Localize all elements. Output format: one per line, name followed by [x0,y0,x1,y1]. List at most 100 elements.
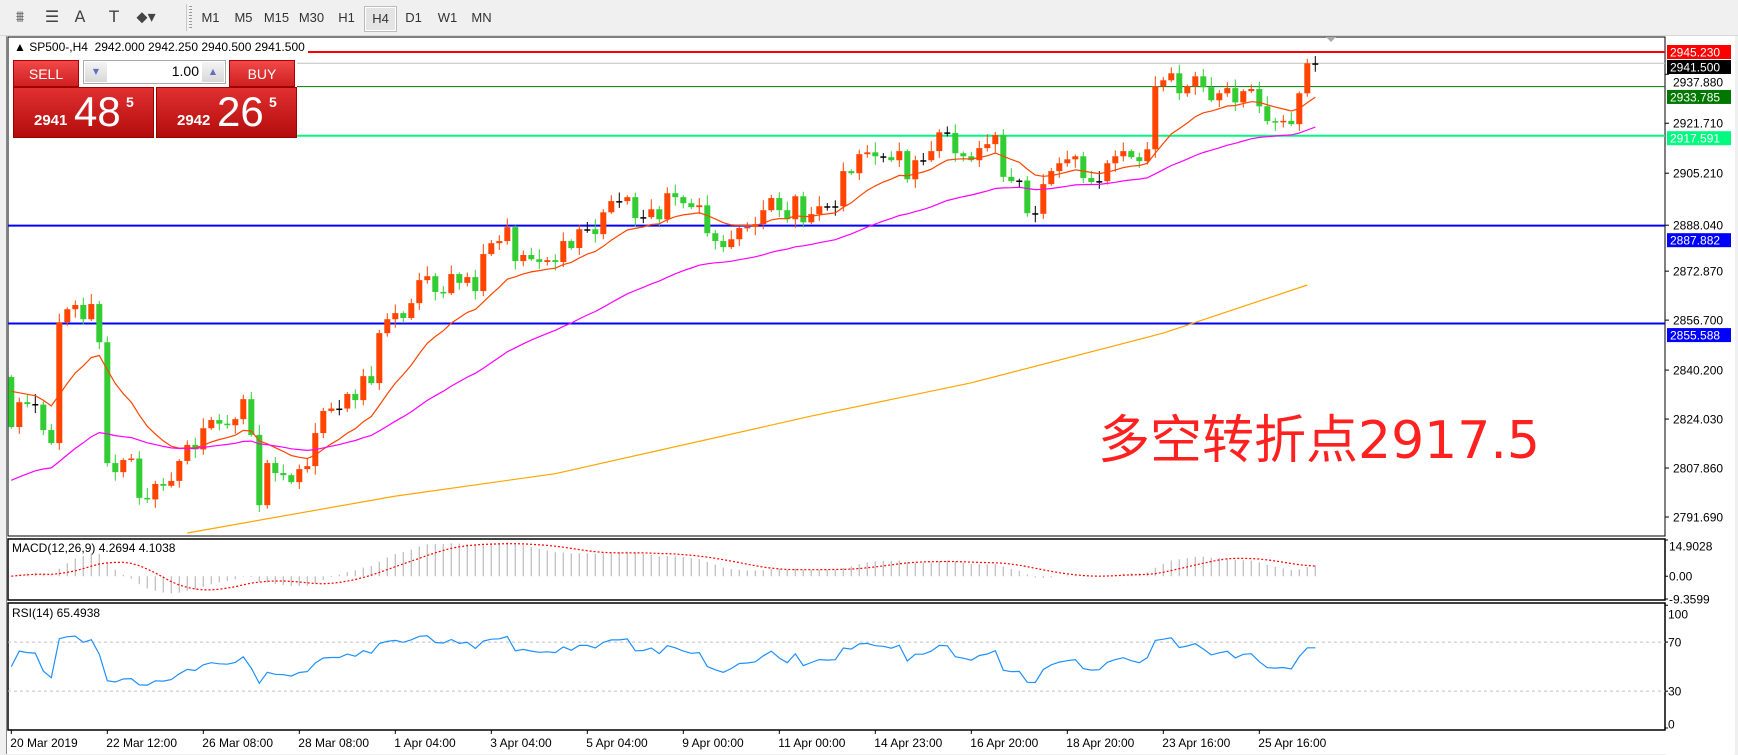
candle [288,473,295,484]
candle [944,126,951,137]
price-level-tag-label: 2933.785 [1670,90,1720,104]
timeframe-h1[interactable]: H1 [338,10,355,25]
time-axis-label: 1 Apr 04:00 [394,736,456,750]
fibonacci-fan-icon[interactable]: ⩩ [15,7,25,26]
rsi-axis-label: 70 [1668,636,1682,650]
price-level-tag-label: 2917.591 [1670,132,1720,146]
candle-body [800,196,807,223]
candle-body [136,458,143,498]
candle [1264,96,1271,125]
candle [1128,149,1135,159]
candle-body [1048,171,1055,185]
volume-decrease-icon[interactable]: ▼ [85,62,107,82]
text-icon[interactable]: A [74,7,86,26]
price-axis-label: 2791.690 [1673,511,1723,525]
candle-body [424,276,431,281]
timeframe-h4[interactable]: H4 [364,6,397,32]
price-axis-label-group: 2807.860 [1673,462,1723,476]
candle-body [1176,73,1183,94]
price-axis-label: 2905.210 [1673,167,1723,181]
candle-body [944,132,951,134]
timeframe-m30[interactable]: M30 [298,10,325,25]
candle [248,391,255,437]
candle [728,230,735,249]
candle-body [352,394,359,401]
candle [1144,142,1151,165]
price-axis-label: 2888.040 [1673,219,1723,233]
timeframe-d1[interactable]: D1 [405,10,422,25]
candle [40,401,47,436]
candle [992,131,999,153]
candle [1072,154,1079,168]
candle-body [480,254,487,292]
candle [872,142,879,165]
price-level-tag-label-group: 2917.591 [1667,131,1731,146]
buy-button[interactable]: BUY [229,60,295,87]
candle [208,416,215,431]
candle [24,394,31,408]
candle-body [328,408,335,411]
chart-annotation-text: 多空转折点2917.5 [1098,411,1540,471]
price-level-tag-label: 2941.500 [1670,60,1720,74]
candle-body [472,277,479,292]
candle-body [1120,151,1127,157]
candle [1008,168,1015,183]
candle [896,142,903,168]
candle-body [1128,151,1135,158]
candle-body [1152,86,1159,150]
candle [240,394,247,425]
candle [64,307,71,326]
candle [504,218,511,245]
candle [1248,84,1255,93]
fibonacci-icon[interactable]: ☰ [44,7,60,26]
candle-body [216,420,223,424]
timeframe-m5[interactable]: M5 [234,10,253,25]
time-axis-label: 20 Mar 2019 [10,736,78,750]
sell-price-box[interactable]: 2941 48 5 [13,87,154,138]
candle [1160,77,1167,92]
price-axis-label: 2856.700 [1673,314,1723,328]
toolbar-grip[interactable] [189,6,192,29]
buy-price-prefix: 2942 [177,112,211,129]
time-axis-label: 22 Mar 12:00 [106,736,177,750]
candle [384,313,391,337]
timeframe-mn[interactable]: MN [471,10,492,25]
candle [128,453,135,462]
candle [584,221,591,233]
candle [408,298,415,320]
candle [512,225,519,270]
price-axis-label: 2872.870 [1673,265,1723,279]
volume-input[interactable]: 1.00 [171,63,199,79]
volume-spinner[interactable]: ▼ 1.00 ▲ [83,60,226,84]
price-axis-label-group: 2840.200 [1673,364,1723,378]
candle [840,162,847,212]
candle-body [1288,120,1295,125]
candle-body [1264,106,1271,122]
price-level-tag-box [1667,131,1731,146]
candle-body [288,475,295,483]
candle [600,209,607,240]
candle [392,304,399,328]
candle [616,192,623,208]
candle-body [880,156,887,158]
candle [1168,67,1175,83]
sell-button[interactable]: SELL [13,60,79,87]
candle [1016,178,1023,188]
candle-body [912,160,919,180]
timeframe-m15[interactable]: M15 [263,10,290,25]
candle-body [1032,213,1039,215]
candle [976,140,983,168]
candle-body [400,313,407,318]
collapse-triangle-icon[interactable]: ▲ [14,40,30,54]
macd-axis-label: -9.3599 [1669,593,1710,607]
time-axis-label: 26 Mar 08:00 [202,736,273,750]
arrows-dropdown-icon[interactable]: ⬥▾ [136,7,156,26]
buy-price-box[interactable]: 2942 26 5 [156,87,297,138]
text-label-icon[interactable]: T [109,7,119,26]
price-level-tag-box [1667,89,1731,104]
candle [1200,69,1207,93]
volume-increase-icon[interactable]: ▲ [202,62,224,82]
timeframe-w1[interactable]: W1 [437,10,458,25]
timeframe-m1[interactable]: M1 [201,10,220,25]
